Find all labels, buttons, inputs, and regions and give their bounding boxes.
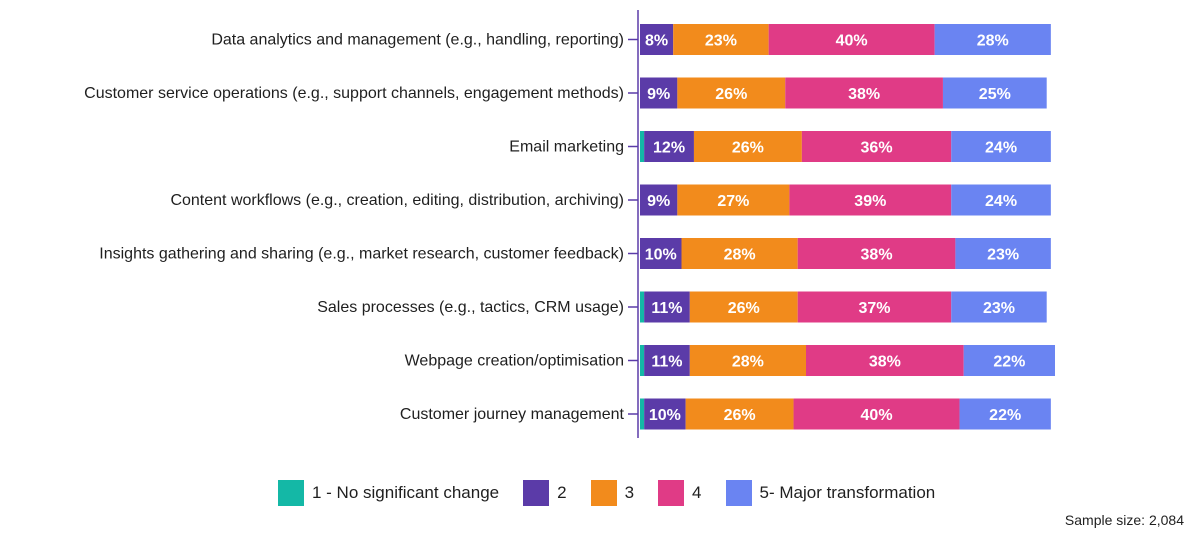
legend-item: 3 (590, 480, 635, 506)
category-label: Customer journey management (400, 406, 625, 423)
data-label: 38% (861, 247, 893, 264)
data-label: 40% (836, 33, 868, 50)
bar-segment (793, 398, 960, 430)
data-label: 26% (728, 300, 760, 317)
bar-segment (677, 77, 786, 109)
bar-segment (640, 238, 682, 269)
category-label: Customer service operations (e.g., suppo… (84, 85, 624, 102)
data-label: 25% (979, 86, 1011, 103)
data-label: 38% (869, 354, 901, 371)
data-label: 26% (732, 140, 764, 157)
bar-segment (640, 131, 645, 162)
bar-segment (951, 291, 1047, 323)
data-label: 37% (858, 300, 890, 317)
sample-size-note: Sample size: 2,084 (1064, 512, 1184, 528)
bar-segment (644, 398, 686, 430)
data-label: 26% (724, 407, 756, 424)
category-label: Content workflows (e.g., creation, editi… (170, 192, 624, 209)
data-label: 36% (861, 140, 893, 157)
data-label: 28% (732, 354, 764, 371)
bar-segment (689, 291, 798, 323)
legend-label: 4 (692, 483, 702, 502)
legend-label: 1 - No significant change (312, 483, 500, 502)
category-label: Sales processes (e.g., tactics, CRM usag… (317, 299, 624, 316)
bar-segment (934, 24, 1051, 55)
legend-label: 3 (624, 483, 635, 502)
data-label: 23% (705, 33, 737, 50)
legend-item: 1 - No significant change (278, 480, 499, 506)
data-label: 27% (717, 193, 749, 210)
legend-swatch (725, 480, 752, 506)
bar-segment (640, 184, 678, 216)
bar-segment (640, 398, 645, 430)
legend-item: 5- Major transformation (725, 480, 936, 506)
data-label: 24% (985, 193, 1017, 210)
bar-segment (673, 24, 769, 55)
data-label: 8% (645, 33, 668, 50)
bar-segment (959, 398, 1051, 430)
bar-segment (797, 238, 956, 269)
data-label: 39% (854, 193, 886, 210)
legend-item: 2 (523, 480, 567, 506)
bar-segment (801, 131, 952, 162)
bar-segment (768, 24, 935, 55)
bar-segment (951, 184, 1051, 216)
bar-segment (640, 77, 678, 109)
bar-segment (963, 345, 1055, 376)
data-label: 10% (649, 407, 681, 424)
bar-segment (806, 345, 964, 376)
data-label: 9% (647, 193, 670, 210)
data-label: 12% (653, 140, 685, 157)
bar-segment (797, 291, 952, 323)
bar-segment (644, 291, 690, 323)
bar-segment (951, 131, 1051, 162)
data-label: 11% (651, 354, 682, 371)
bar-segment (677, 184, 790, 216)
stacked-bar-chart: Data analytics and management (e.g., han… (84, 10, 1055, 438)
category-label: Webpage creation/optimisation (405, 353, 624, 370)
legend-swatch (590, 480, 617, 506)
bar-segment (785, 77, 943, 109)
data-label: 11% (651, 300, 682, 317)
data-label: 23% (983, 300, 1015, 317)
bar-segment (644, 131, 694, 162)
legend-label: 5- Major transformation (759, 483, 936, 502)
category-label: Insights gathering and sharing (e.g., ma… (99, 246, 624, 263)
data-label: 24% (985, 140, 1017, 157)
bar-segment (644, 345, 690, 376)
bar-segment (685, 398, 794, 430)
bar-segment (693, 131, 802, 162)
bar-segment (640, 291, 645, 323)
legend-swatch (278, 480, 304, 506)
legend-swatch (523, 480, 550, 506)
bar-segment (689, 345, 806, 376)
data-label: 26% (715, 86, 747, 103)
data-label: 40% (861, 407, 893, 424)
legend-label: 2 (557, 483, 567, 502)
bar-segment (640, 345, 645, 376)
data-label: 22% (989, 407, 1021, 424)
data-label: 23% (987, 247, 1019, 264)
legend-item: 4 (658, 480, 702, 506)
bar-segment (640, 24, 674, 55)
category-label: Email marketing (509, 139, 624, 156)
legend-swatch (658, 480, 685, 506)
bar-segment (942, 77, 1047, 109)
bar-segment (789, 184, 952, 216)
data-label: 38% (848, 86, 880, 103)
data-label: 28% (724, 247, 756, 264)
category-label: Data analytics and management (e.g., han… (211, 32, 624, 49)
data-label: 10% (645, 247, 677, 264)
data-label: 28% (977, 33, 1009, 50)
legend: 1 - No significant change 2 3 4 5- Major tra… (278, 480, 959, 506)
bar-segment (955, 238, 1051, 269)
data-label: 22% (993, 354, 1025, 371)
bar-segment (681, 238, 798, 269)
data-label: 9% (647, 86, 670, 103)
